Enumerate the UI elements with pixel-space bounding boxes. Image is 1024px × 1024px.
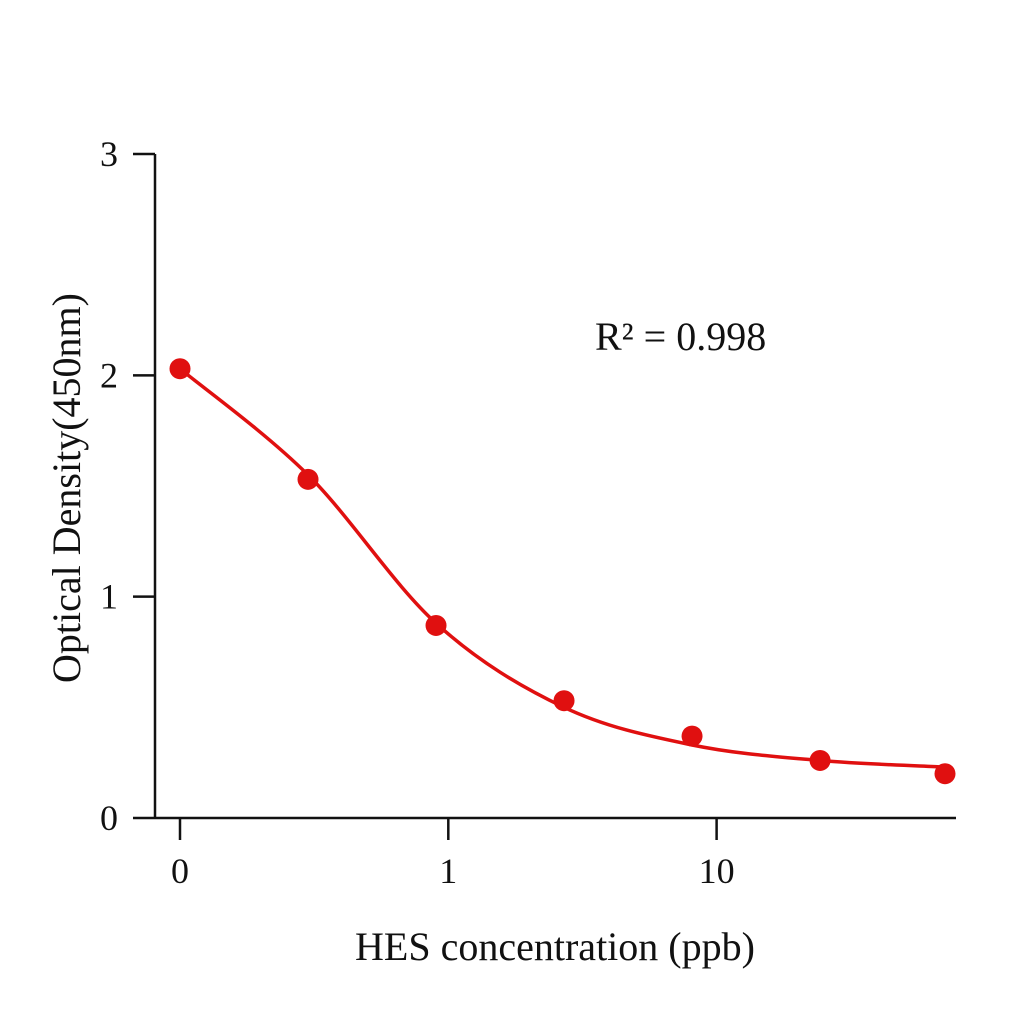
y-tick-label: 1 — [100, 577, 118, 617]
r-squared-annotation: R² = 0.998 — [595, 314, 766, 359]
data-point — [809, 749, 831, 771]
data-point — [934, 763, 956, 785]
data-point — [297, 468, 319, 490]
x-tick-label: 1 — [439, 851, 457, 891]
axes: 0 1 2 3 0 1 10 — [100, 134, 956, 891]
y-tick-label: 3 — [100, 134, 118, 174]
y-axis-title: Optical Density(450nm) — [44, 293, 89, 683]
x-tick-label: 10 — [699, 851, 735, 891]
y-tick-label: 0 — [100, 798, 118, 838]
y-tick-label: 2 — [100, 355, 118, 395]
data-point — [425, 614, 447, 636]
data-point — [681, 725, 703, 747]
data-point — [169, 358, 191, 380]
data-points — [169, 358, 956, 785]
x-axis-title: HES concentration (ppb) — [355, 924, 755, 969]
data-point — [553, 690, 575, 712]
x-tick-label: 0 — [171, 851, 189, 891]
